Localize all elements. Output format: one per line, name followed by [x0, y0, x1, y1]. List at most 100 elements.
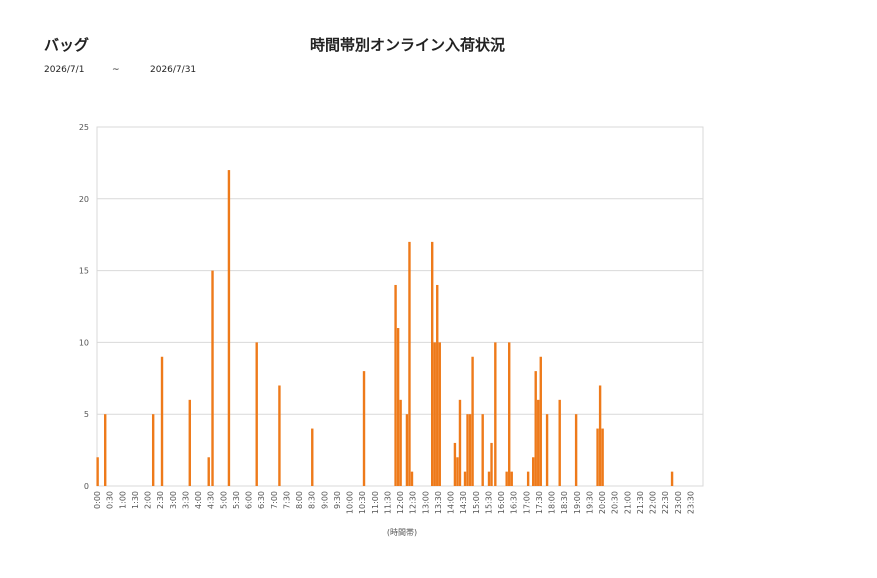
x-tick-label: 5:30 — [232, 491, 241, 509]
bar — [160, 356, 164, 486]
x-tick-label: 10:00 — [346, 491, 355, 514]
bar — [558, 399, 561, 486]
x-tick-label: 19:00 — [573, 491, 582, 514]
y-tick-label: 5 — [84, 410, 89, 419]
bar — [227, 170, 231, 486]
bar — [433, 342, 436, 486]
x-tick-label: 9:30 — [333, 491, 342, 509]
x-tick-label: 15:30 — [484, 491, 493, 514]
x-tick-label: 20:30 — [611, 491, 620, 514]
x-axis-title: (時間帯) — [387, 527, 417, 537]
x-tick-label: 21:30 — [636, 491, 645, 514]
bar — [362, 371, 366, 486]
bar — [510, 471, 513, 486]
y-tick-label: 15 — [79, 267, 89, 276]
x-tick-label: 20:00 — [598, 491, 607, 514]
bar — [188, 399, 191, 486]
x-tick-label: 14:30 — [459, 491, 468, 514]
bar — [471, 356, 474, 486]
x-tick-label: 19:30 — [585, 491, 594, 514]
x-tick-label: 13:30 — [434, 491, 443, 514]
x-tick-label: 18:30 — [560, 491, 569, 514]
x-axis: 0:00 0:30 1:00 1:30 2:00 2:30 3:00 3:30 4:00 4:30… — [93, 491, 695, 514]
x-tick-label: 12:00 — [396, 491, 405, 514]
x-tick-label: 0:30 — [106, 491, 115, 509]
bars — [96, 170, 674, 486]
x-tick-label: 15:00 — [472, 491, 481, 514]
x-tick-label: 7:30 — [282, 491, 291, 509]
x-tick-label: 1:30 — [131, 491, 140, 509]
bar — [601, 428, 604, 486]
x-tick-label: 12:30 — [409, 491, 418, 514]
date-separator: ~ — [112, 65, 120, 75]
bar — [463, 471, 467, 486]
x-tick-label: 18:00 — [548, 491, 557, 514]
x-tick-label: 8:00 — [295, 491, 304, 509]
x-tick-label: 14:00 — [447, 491, 456, 514]
x-tick-label: 3:30 — [181, 491, 190, 509]
bar — [255, 342, 258, 486]
bar — [481, 414, 484, 486]
bar — [430, 241, 434, 486]
bar — [207, 457, 210, 486]
bar — [545, 414, 549, 486]
x-tick-label: 11:30 — [383, 491, 392, 514]
bar — [490, 442, 493, 486]
x-tick-label: 11:00 — [371, 491, 380, 514]
x-tick-label: 13:00 — [421, 491, 430, 514]
y-tick-label: 25 — [79, 123, 89, 132]
x-tick-label: 8:30 — [308, 491, 317, 509]
x-tick-label: 10:30 — [358, 491, 367, 514]
x-tick-label: 17:00 — [522, 491, 531, 514]
bar — [211, 270, 214, 486]
x-tick-label: 1:00 — [118, 491, 127, 509]
bar — [408, 241, 411, 486]
bar — [539, 356, 542, 486]
x-tick-label: 23:30 — [686, 491, 695, 514]
bar — [505, 471, 508, 486]
x-tick-label: 9:00 — [320, 491, 329, 509]
chart-title: 時間帯別オンライン入荷状況 — [310, 36, 506, 54]
x-tick-label: 23:00 — [674, 491, 683, 514]
x-tick-label: 22:30 — [661, 491, 670, 514]
x-tick-label: 6:00 — [245, 491, 254, 509]
bar — [537, 399, 540, 486]
bar — [526, 471, 530, 486]
bar — [438, 342, 441, 486]
bar — [466, 414, 469, 486]
bar — [394, 284, 397, 486]
y-tick-label: 0 — [84, 482, 89, 491]
x-tick-label: 16:00 — [497, 491, 506, 514]
bar — [468, 414, 472, 486]
x-tick-label: 7:00 — [270, 491, 279, 509]
bar — [508, 342, 511, 486]
bar — [458, 399, 462, 486]
category-label: バッグ — [44, 36, 90, 54]
bar — [410, 471, 414, 486]
x-tick-label: 3:00 — [169, 491, 178, 509]
y-tick-label: 10 — [79, 338, 89, 347]
x-tick-label: 6:30 — [257, 491, 266, 509]
x-tick-label: 4:30 — [207, 491, 216, 509]
bar — [534, 371, 537, 486]
bar — [531, 457, 535, 486]
bar — [96, 457, 99, 486]
bar — [399, 399, 402, 486]
y-tick-label: 20 — [79, 195, 89, 204]
bar — [151, 414, 155, 486]
x-tick-label: 5:00 — [219, 491, 228, 509]
bar — [596, 428, 599, 486]
bar — [453, 442, 457, 486]
x-tick-label: 21:00 — [623, 491, 632, 514]
bar — [494, 342, 497, 486]
bar — [104, 414, 107, 486]
x-tick-label: 2:30 — [156, 491, 165, 509]
y-axis: 0 5 10 15 20 25 — [79, 123, 89, 491]
bar — [311, 428, 314, 486]
date-start: 2026/7/1 — [44, 65, 85, 75]
x-tick-label: 17:30 — [535, 491, 544, 514]
x-tick-label: 16:30 — [510, 491, 519, 514]
bar — [487, 471, 491, 486]
x-tick-label: 2:00 — [144, 491, 153, 509]
